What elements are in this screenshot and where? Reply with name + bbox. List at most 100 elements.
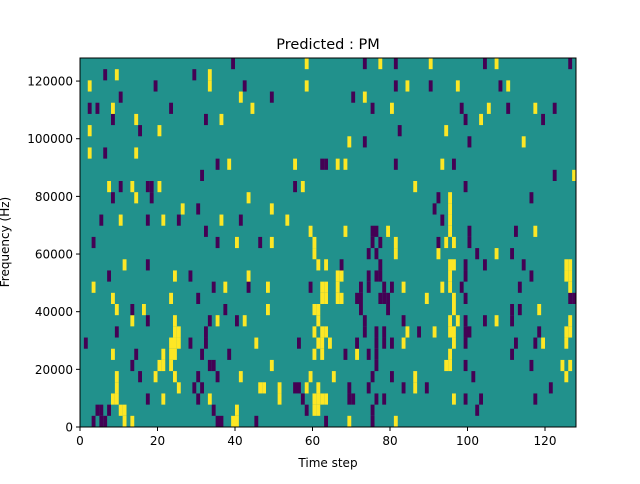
heatmap-cell-negative [572, 292, 577, 304]
heatmap-cell-positive [541, 337, 546, 349]
heatmap-cell-negative [529, 359, 534, 372]
heatmap-cell-negative [463, 315, 468, 327]
heatmap-cell-positive [564, 371, 569, 383]
heatmap-cell-positive [386, 225, 391, 237]
heatmap-cell-positive [494, 248, 499, 260]
heatmap-cell-positive [362, 91, 367, 103]
heatmap-cell-positive [223, 281, 228, 293]
heatmap-cell-positive [448, 281, 453, 293]
heatmap-cell-negative [475, 404, 480, 416]
heatmap-cell-negative [374, 326, 379, 338]
heatmap-cell-positive [444, 125, 449, 137]
heatmap-cell-negative [463, 181, 468, 193]
heatmap-cell-positive [328, 337, 332, 349]
heatmap-cell-positive [452, 337, 456, 349]
heatmap-cell-negative [483, 315, 487, 327]
heatmap-cell-positive [564, 326, 569, 338]
heatmap-cell-negative [529, 270, 534, 282]
heatmap-cell-positive [347, 415, 352, 427]
heatmap-cell-positive [568, 281, 573, 293]
heatmap-cells [80, 58, 577, 427]
heatmap-cell-negative [362, 58, 367, 70]
heatmap-cell-negative [374, 359, 379, 372]
heatmap-cell-positive [266, 281, 270, 293]
heatmap-cell-positive [235, 415, 239, 427]
heatmap-cell-negative [134, 348, 139, 360]
heatmap-cell-positive [331, 371, 336, 383]
heatmap-cell-negative [479, 393, 484, 405]
heatmap-cell-negative [188, 270, 193, 282]
heatmap-cell-positive [142, 304, 146, 316]
y-tick-label: 40000 [35, 305, 73, 319]
heatmap-cell-positive [339, 270, 344, 282]
heatmap-cell-negative [548, 382, 553, 394]
heatmap-cell-negative [467, 225, 472, 237]
heatmap-cell-positive [87, 80, 92, 92]
heatmap-cell-negative [192, 382, 197, 394]
heatmap-cell-positive [157, 125, 162, 137]
heatmap-cell-negative [227, 348, 232, 360]
heatmap-cell-positive [122, 415, 127, 427]
heatmap-cell-negative [176, 214, 181, 226]
heatmap-cell-positive [335, 270, 340, 282]
heatmap-cell-negative [130, 304, 135, 316]
plot-frame [79, 57, 577, 428]
heatmap-cell-positive [87, 147, 92, 159]
heatmap-cell-negative [196, 393, 201, 405]
heatmap-cell-positive [452, 326, 456, 338]
heatmap-cell-positive [335, 292, 340, 304]
heatmap-cell-positive [173, 326, 177, 338]
heatmap-cell-negative [145, 393, 150, 405]
heatmap-cell-positive [122, 404, 127, 416]
heatmap-cell-positive [572, 169, 577, 181]
heatmap-cell-negative [463, 393, 468, 405]
heatmap-cell-positive [277, 393, 282, 405]
heatmap-cell-negative [467, 136, 472, 148]
heatmap-cell-negative [463, 337, 468, 349]
heatmap-cell-positive [320, 281, 325, 293]
heatmap-cell-negative [207, 315, 212, 327]
heatmap-cell-positive [231, 415, 236, 427]
heatmap-cell-negative [196, 292, 201, 304]
heatmap-cell-negative [537, 326, 542, 338]
heatmap-cell-positive [393, 236, 398, 249]
heatmap-cell-positive [246, 270, 251, 282]
heatmap-cell-negative [366, 382, 371, 394]
heatmap-cell-negative [355, 337, 360, 349]
heatmap-cell-negative [118, 181, 123, 193]
heatmap-cell-positive [413, 371, 418, 383]
heatmap-cell-negative [374, 248, 379, 260]
heatmap-cell-negative [130, 359, 135, 372]
heatmap-cell-positive [173, 348, 177, 360]
heatmap-cell-negative [366, 281, 371, 293]
heatmap-cell-positive [169, 292, 174, 304]
heatmap-cell-positive [238, 371, 243, 383]
heatmap-cell-positive [122, 259, 127, 271]
heatmap-cell-positive [266, 304, 270, 316]
heatmap-cell-negative [235, 315, 239, 327]
heatmap-cell-negative [215, 371, 220, 383]
heatmap-cell-negative [99, 415, 104, 427]
heatmap-cell-negative [366, 248, 371, 260]
heatmap-cell-negative [324, 158, 329, 170]
heatmap-cell-positive [258, 382, 263, 394]
heatmap-cell-positive [440, 281, 445, 293]
heatmap-cell-positive [390, 102, 394, 114]
heatmap-cell-positive [316, 382, 321, 394]
heatmap-cell-negative [304, 404, 309, 416]
heatmap-cell-positive [176, 337, 181, 349]
heatmap-cell-positive [324, 393, 329, 405]
heatmap-cell-positive [176, 382, 181, 394]
heatmap-cell-negative [359, 304, 363, 316]
heatmap-cell-positive [393, 415, 398, 427]
heatmap-cell-positive [413, 382, 418, 394]
heatmap-cell-positive [448, 359, 453, 372]
heatmap-cell-positive [324, 292, 329, 304]
heatmap-cell-positive [207, 69, 212, 81]
heatmap-cell-positive [176, 326, 181, 338]
heatmap-cell-negative [200, 348, 205, 360]
heatmap-cell-negative [401, 315, 406, 327]
heatmap-cell-negative [91, 415, 96, 427]
heatmap-cell-positive [235, 236, 239, 249]
heatmap-cell-positive [215, 315, 220, 327]
